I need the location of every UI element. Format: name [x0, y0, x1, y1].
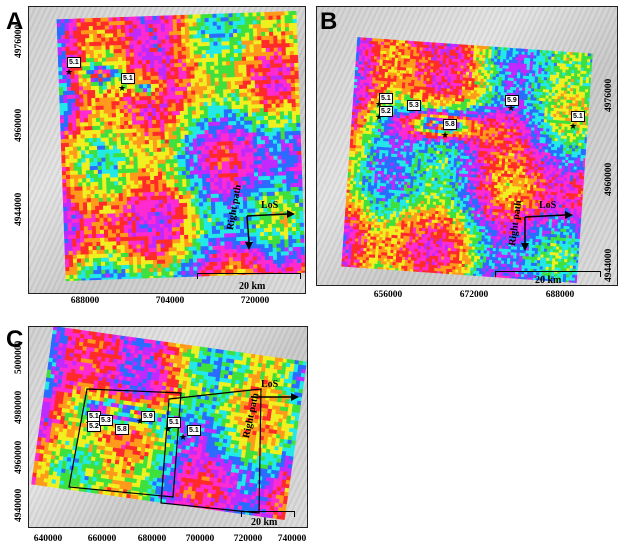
panel-a-quake-label-2: 5.1	[121, 73, 135, 84]
panel-c-x-tick-5: 720000	[233, 534, 263, 544]
panel-a-scale-label: 20 km	[239, 281, 266, 292]
panel-c-interferogram	[31, 327, 307, 521]
panel-b-quake-label-5: 5.9	[505, 95, 519, 106]
panel-c-los-arrow	[251, 393, 299, 401]
panel-b-y-tick-2: 4960000	[604, 162, 614, 196]
panel-b-quake-label-6: 5.1	[571, 111, 585, 122]
panel-a-epicenter-1: ★	[65, 67, 74, 77]
panel-a-x-tick-3: 720000	[240, 296, 270, 306]
panel-a-y-tick-1: 4976000	[14, 24, 24, 58]
panel-b-x-tick-1: 656000	[373, 290, 403, 300]
panel-b-label: B	[320, 8, 338, 35]
panel-c-quake-label-3: 5.3	[99, 415, 113, 426]
panel-c-scale-bar	[241, 511, 295, 517]
panel-b-y-tick-1: 4976000	[604, 78, 614, 112]
panel-c-scale-label: 20 km	[251, 517, 278, 528]
panel-c-y-tick-4: 4940000	[14, 488, 24, 522]
panel-b-quake-label-4: 5.8	[443, 119, 457, 130]
panel-a-x-tick-2: 704000	[155, 296, 185, 306]
panel-b-quake-label-3: 5.3	[407, 100, 421, 111]
panel-b-y-tick-3: 4944000	[604, 248, 614, 282]
panel-a-quake-label-1: 5.1	[67, 57, 81, 68]
panel-a-interferogram	[56, 10, 305, 282]
panel-a-y-tick-3: 4944000	[14, 192, 24, 226]
panel-c-track-footprints	[68, 388, 262, 514]
panel-a-scale-bar	[197, 273, 301, 279]
panel-b-epicenter-5: ★	[507, 103, 516, 113]
panel-c-map: ★ 5.1 5.2 5.3 5.8 ★ 5.9 ★ 5.1 ★ 5.1 LoS …	[28, 326, 308, 528]
panel-c-quake-label-6: 5.1	[167, 417, 181, 428]
panel-b-los-arrows	[521, 211, 573, 251]
panel-b-scale-label: 20 km	[535, 275, 562, 286]
panel-c-y-tick-2: 4980000	[14, 390, 24, 424]
panel-c-x-tick-2: 660000	[87, 534, 117, 544]
panel-c-y-tick-3: 4960000	[14, 440, 24, 474]
panel-c-quake-label-2: 5.2	[87, 421, 101, 432]
panel-a-epicenter-2: ★	[118, 83, 127, 93]
panel-b-x-tick-2: 672000	[459, 290, 489, 300]
panel-b-quake-label-2: 5.2	[379, 106, 393, 117]
panel-c-x-tick-1: 640000	[33, 534, 63, 544]
panel-c-epicenter-7: ★	[179, 432, 188, 442]
panel-a-map: ★ 5.1 ★ 5.1 LoS Right path 20 km	[28, 6, 306, 294]
panel-b-epicenter-2: ★	[375, 112, 384, 122]
panel-c: ★ 5.1 5.2 5.3 5.8 ★ 5.9 ★ 5.1 ★ 5.1 LoS …	[0, 322, 320, 554]
panel-a-los-arrows	[245, 210, 295, 250]
panel-b-quake-label-1: 5.1	[379, 93, 393, 104]
panel-b-map: ★ 5.1 ★ 5.2 5.3 ★ 5.8 ★ 5.9 ★ 5.1 LoS Ri…	[316, 6, 618, 286]
panel-c-label: C	[6, 326, 24, 353]
panel-b: ★ 5.1 ★ 5.2 5.3 ★ 5.8 ★ 5.9 ★ 5.1 LoS Ri…	[310, 0, 630, 320]
panel-c-y-tick-1: 5000000	[14, 340, 24, 374]
panel-c-epicenter-5: ★	[136, 417, 144, 426]
panel-b-x-tick-3: 688000	[545, 290, 575, 300]
panel-a-y-tick-2: 4960000	[14, 108, 24, 142]
panel-b-scale-bar	[495, 271, 601, 277]
panel-b-epicenter-1: ★	[375, 99, 384, 109]
panel-a-x-tick-1: 688000	[70, 296, 100, 306]
panel-a-label: A	[6, 8, 24, 35]
panel-c-x-tick-4: 700000	[185, 534, 215, 544]
panel-a-los-label: LoS	[261, 200, 279, 211]
panel-c-quake-label-5: 5.9	[141, 411, 155, 422]
panel-c-x-tick-3: 680000	[137, 534, 167, 544]
panel-c-quake-label-4: 5.8	[115, 424, 129, 435]
panel-b-epicenter-6: ★	[569, 121, 578, 131]
panel-c-quake-label-7: 5.1	[187, 425, 201, 436]
panel-c-los-label: LoS	[261, 379, 279, 390]
panel-b-epicenter-4: ★	[441, 130, 450, 140]
panel-c-x-tick-6: 740000	[277, 534, 307, 544]
panel-b-los-label: LoS	[539, 200, 557, 211]
panel-b-interferogram	[341, 37, 593, 283]
panel-a: ★ 5.1 ★ 5.1 LoS Right path 20 km A 68800…	[0, 0, 310, 320]
panel-c-epicenter-6: ★	[164, 424, 173, 434]
